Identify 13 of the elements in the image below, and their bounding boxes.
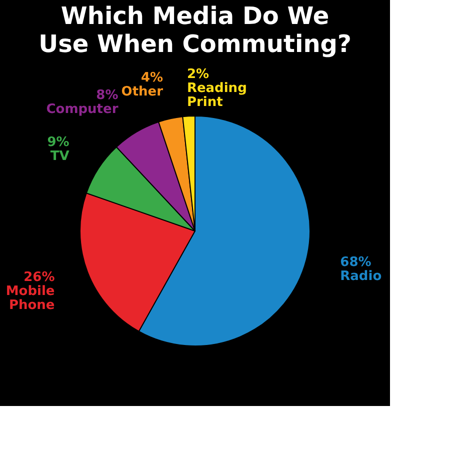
data-label: 4%	[140, 70, 164, 86]
chart-title: Which Media Do We Use When Commuting?	[38, 2, 352, 58]
slice-label: Mobile Phone	[6, 284, 55, 314]
data-label: 9%	[47, 135, 70, 150]
data-label: 26%	[24, 270, 55, 286]
slice-label: Other	[121, 84, 164, 100]
data-label: 2%	[186, 67, 210, 82]
slice-label: Radio	[340, 268, 382, 284]
data-label: 8%	[96, 88, 118, 104]
data-label: 68%	[340, 254, 372, 270]
slice-label: Computer	[46, 102, 119, 118]
slice-label: TV	[50, 149, 70, 164]
slice-label: Reading Print	[186, 81, 247, 110]
